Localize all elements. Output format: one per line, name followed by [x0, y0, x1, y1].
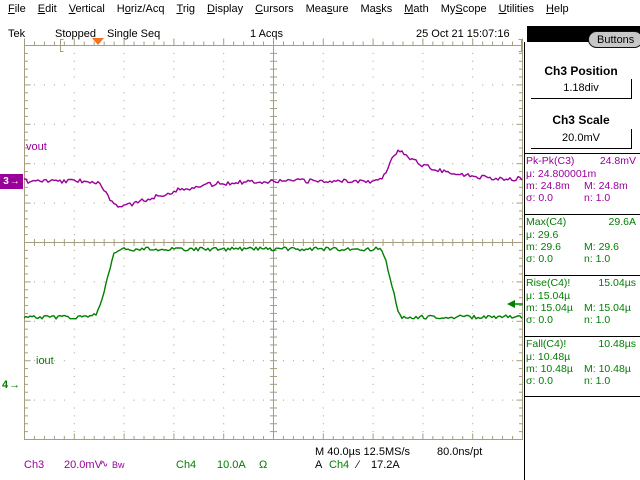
- ch3-readout-label[interactable]: Ch3: [24, 459, 45, 471]
- trigger-mode-label: A: [315, 459, 323, 471]
- measurement-block: Max(C4) 29.6A μ: 29.6 m: 29.6 M: 29.6 σ:…: [524, 214, 640, 275]
- menu-vertical[interactable]: Vertical: [68, 3, 105, 15]
- measurement-mean: μ: 29.6: [526, 229, 559, 241]
- ch3-position-value[interactable]: 1.18div: [531, 79, 632, 99]
- trigger-level-readout: 17.2A: [371, 459, 400, 471]
- menu-utilities[interactable]: Utilities: [498, 3, 535, 15]
- measurement-sigma: σ: 0.0: [526, 253, 553, 265]
- measurement-block: Fall(C4)! 10.48µs μ: 10.48µ m: 10.48µ M:…: [524, 336, 640, 397]
- measurement-block: Rise(C4)! 15.04µs μ: 15.04µ m: 15.04µ M:…: [524, 275, 640, 336]
- measurement-min: m: 29.6: [526, 241, 562, 253]
- buttons-button[interactable]: Buttons: [588, 31, 640, 48]
- measurement-mean: μ: 15.04µ: [526, 290, 571, 302]
- ch3-bandwidth-icon: Bw: [112, 460, 125, 470]
- measurement-name: Rise(C4)!: [526, 277, 571, 289]
- measurement-value: 15.04µs: [598, 277, 636, 289]
- menu-myscope[interactable]: MyScope: [440, 3, 487, 15]
- measurement-readouts: Pk-Pk(C3) 24.8mV μ: 24.800001m m: 24.8m …: [524, 153, 640, 397]
- waveform-display: [24, 38, 523, 440]
- menu-file[interactable]: File: [8, 3, 26, 15]
- measurement-sigma: σ: 0.0: [526, 314, 553, 326]
- ch3-scale-value[interactable]: 20.0mV: [531, 129, 632, 149]
- menu-cursors[interactable]: Cursors: [255, 3, 294, 15]
- ch3-coupling-icon: ∿: [100, 459, 109, 470]
- measurement-sigma: σ: 0.0: [526, 375, 553, 387]
- menu-trig[interactable]: Trig: [176, 3, 196, 15]
- timebase-readout: M 40.0µs 12.5MS/s: [315, 446, 410, 458]
- measurement-sigma: σ: 0.0: [526, 192, 553, 204]
- menu-help[interactable]: Help: [546, 3, 569, 15]
- measurement-mean: μ: 24.800001m: [526, 168, 597, 180]
- ch3-ground-marker[interactable]: 3 →: [0, 174, 23, 189]
- menu-horizacq[interactable]: Horiz/Acq: [116, 3, 165, 15]
- measurement-min: m: 24.8m: [526, 180, 570, 192]
- measurement-min: m: 10.48µ: [526, 363, 573, 375]
- timebase-main: M 40.0µs: [315, 446, 361, 458]
- ch3-trace-label: vout: [26, 141, 47, 153]
- trigger-slope-icon: ∕: [357, 459, 359, 471]
- measurement-max: M: 24.8m: [584, 180, 628, 192]
- measurement-min: m: 15.04µ: [526, 302, 573, 314]
- measurement-value: 29.6A: [608, 216, 636, 228]
- measurement-name: Max(C4): [526, 216, 567, 228]
- ch4-impedance-icon: Ω: [259, 459, 268, 471]
- ch4-scale-readout: 10.0A: [217, 459, 246, 471]
- brand-label: Tek: [8, 28, 26, 40]
- measurement-name: Fall(C4)!: [526, 338, 567, 350]
- datetime-label: 25 Oct 21 15:07:16: [416, 28, 510, 40]
- measurement-max: M: 29.6: [584, 241, 620, 253]
- measurement-max: M: 10.48µ: [584, 363, 631, 375]
- right-arrow-icon: →: [9, 176, 20, 187]
- measurement-count: n: 1.0: [584, 253, 611, 265]
- panel-separator: [524, 42, 525, 480]
- resolution-readout: 80.0ns/pt: [437, 446, 483, 458]
- acq-state-label: Stopped: [55, 28, 96, 40]
- acq-count-label: 1 Acqs: [250, 28, 284, 40]
- measurement-count: n: 1.0: [584, 192, 611, 204]
- measurement-block: Pk-Pk(C3) 24.8mV μ: 24.800001m m: 24.8m …: [524, 153, 640, 214]
- ch3-scale-title: Ch3 Scale: [552, 113, 610, 127]
- ch3-position-title: Ch3 Position: [544, 64, 618, 78]
- ch3-scale-readout: 20.0mV: [64, 459, 102, 471]
- trigger-source-label: Ch4: [329, 459, 350, 471]
- menu-bar: File Edit Vertical Horiz/Acq Trig Display Curs…: [8, 3, 569, 15]
- measurement-count: n: 1.0: [584, 375, 611, 387]
- menu-display[interactable]: Display: [207, 3, 244, 15]
- ch4-trace-label: iout: [36, 355, 54, 367]
- ch4-marker-number: 4: [2, 379, 9, 391]
- ch4-readout-label[interactable]: Ch4: [176, 459, 197, 471]
- right-arrow-icon: →: [9, 379, 21, 391]
- menu-masks[interactable]: Masks: [360, 3, 393, 15]
- menu-measure[interactable]: Measure: [305, 3, 349, 15]
- measurement-count: n: 1.0: [584, 314, 611, 326]
- menu-edit[interactable]: Edit: [37, 3, 57, 15]
- measurement-name: Pk-Pk(C3): [526, 155, 575, 167]
- sample-rate: 12.5MS/s: [363, 446, 410, 458]
- acq-mode-label: Single Seq: [107, 28, 161, 40]
- measurement-value: 10.48µs: [598, 338, 636, 350]
- ch3-marker-number: 3: [3, 176, 9, 187]
- measurement-mean: μ: 10.48µ: [526, 351, 571, 363]
- ch4-ground-marker[interactable]: 4 →: [2, 379, 20, 391]
- measurement-value: 24.8mV: [599, 155, 636, 167]
- menu-math[interactable]: Math: [404, 3, 429, 15]
- measurement-max: M: 15.04µ: [584, 302, 631, 314]
